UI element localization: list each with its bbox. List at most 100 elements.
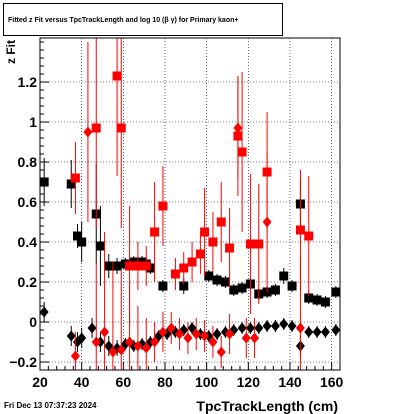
data-point-diamond <box>187 322 197 334</box>
x-tick-label: 60 <box>116 374 132 390</box>
data-point-diamond <box>287 320 297 332</box>
axes: 20 40 60 80 100 120 140 160 −0.2 0 0.2 0.4 0.6 0.8 1 1.… <box>4 37 344 414</box>
y-tick-label: 1 <box>29 114 37 130</box>
data-point-diamond <box>320 326 330 338</box>
data-point-square <box>279 271 289 281</box>
x-tick-label: 40 <box>74 374 90 390</box>
y-tick-label: 0.4 <box>18 234 38 250</box>
data-point-square <box>95 241 105 251</box>
data-point-diamond <box>120 338 130 350</box>
data-point-square <box>225 243 235 253</box>
data-point-square <box>320 297 330 307</box>
grid <box>40 38 340 370</box>
data-point-square <box>245 239 255 249</box>
data-point-diamond <box>279 318 289 330</box>
data-point-square <box>270 285 280 295</box>
data-point-square <box>150 227 160 237</box>
data-point-square <box>104 261 114 271</box>
data-point-diamond <box>133 340 143 352</box>
x-tick-label: 80 <box>157 374 173 390</box>
x-tick-label: 20 <box>32 374 48 390</box>
data-point-square <box>179 263 189 273</box>
data-point-diamond <box>175 328 185 340</box>
data-point-square <box>312 295 322 305</box>
data-point-diamond <box>270 320 280 332</box>
y-tick-label: 0.6 <box>18 194 38 210</box>
data-point-diamond <box>331 324 341 336</box>
data-point-diamond <box>150 336 160 348</box>
data-point-square <box>91 123 101 133</box>
x-tick-label: 140 <box>278 374 302 390</box>
data-point-square <box>158 201 168 211</box>
data-point-square <box>212 275 222 285</box>
data-point-diamond <box>158 326 168 338</box>
data-point-diamond <box>250 332 260 344</box>
data-point-diamond <box>312 326 322 338</box>
data-point-square <box>170 269 180 279</box>
data-point-square <box>304 293 314 303</box>
data-point-square <box>229 285 239 295</box>
y-axis-label: z Fit <box>4 40 18 64</box>
data-point-diamond <box>191 328 201 340</box>
data-point-square <box>125 261 135 271</box>
data-point-diamond <box>141 342 151 354</box>
x-tick-label: 160 <box>320 374 344 390</box>
x-tick-label: 120 <box>237 374 261 390</box>
data-point-diamond <box>225 328 235 340</box>
data-point-diamond <box>108 346 118 358</box>
data-point-diamond <box>212 328 222 340</box>
data-point-diamond <box>83 126 93 138</box>
data-point-square <box>208 237 218 247</box>
data-point-square <box>287 281 297 291</box>
data-point-square <box>304 231 314 241</box>
x-tick-label: 100 <box>195 374 219 390</box>
data-point-diamond <box>116 344 126 356</box>
data-point-diamond <box>104 340 114 352</box>
data-point-square <box>116 123 126 133</box>
data-layer <box>39 38 341 370</box>
data-point-diamond <box>245 322 255 334</box>
data-point-diamond <box>166 322 176 334</box>
data-point-diamond <box>70 350 80 362</box>
data-point-diamond <box>125 336 135 348</box>
data-point-diamond <box>254 322 264 334</box>
data-point-diamond <box>216 346 226 358</box>
data-point-diamond <box>87 322 97 334</box>
data-point-diamond <box>233 122 243 134</box>
data-point-diamond <box>304 326 314 338</box>
data-point-diamond <box>183 332 193 344</box>
chart-title-box: Fitted z Fit versus TpcTrackLength and l… <box>3 3 283 36</box>
y-tick-label: 1.2 <box>18 74 38 90</box>
data-point-square <box>237 147 247 157</box>
data-point-square <box>73 231 82 241</box>
data-point-square <box>141 261 151 271</box>
data-point-diamond <box>91 336 101 348</box>
data-point-square <box>187 257 197 267</box>
data-point-diamond <box>262 320 272 332</box>
data-point-square <box>39 177 49 187</box>
data-point-square <box>77 237 87 247</box>
data-point-square <box>66 179 76 189</box>
data-point-square <box>133 261 143 271</box>
y-tick-label: 0 <box>29 314 37 330</box>
data-point-diamond <box>39 306 49 318</box>
data-point-diamond <box>262 216 272 228</box>
data-point-diamond <box>66 330 76 342</box>
data-point-diamond <box>237 322 247 334</box>
data-point-square <box>237 283 247 293</box>
data-point-diamond <box>208 336 218 348</box>
data-point-diamond <box>295 322 305 334</box>
y-tick-label: 0.8 <box>18 154 38 170</box>
data-point-diamond <box>100 326 110 338</box>
x-axis-label: TpcTrackLength (cm) <box>196 398 338 414</box>
data-point-square <box>204 271 214 281</box>
data-point-square <box>295 225 305 235</box>
data-point-square <box>216 217 226 227</box>
data-point-square <box>220 277 230 287</box>
data-point-square <box>179 281 189 291</box>
data-point-diamond <box>241 332 251 344</box>
timestamp: Fri Dec 13 07:37:23 2024 <box>4 401 97 410</box>
data-point-square <box>112 261 122 271</box>
data-point-square <box>158 281 168 291</box>
